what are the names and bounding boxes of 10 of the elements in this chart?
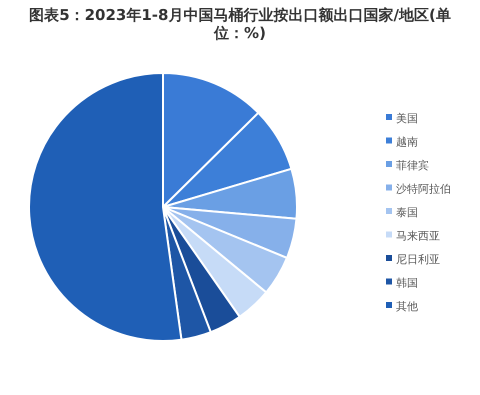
legend-label: 菲律宾 <box>396 159 429 172</box>
legend-label: 沙特阿拉伯 <box>396 182 451 196</box>
legend-label: 尼日利亚 <box>396 253 440 266</box>
legend-label: 韩国 <box>396 276 418 290</box>
legend-label: 美国 <box>396 112 418 125</box>
legend-label: 其他 <box>396 300 418 313</box>
legend-label: 马来西亚 <box>396 230 440 242</box>
legend-label: 泰国 <box>396 206 418 219</box>
chart-title: 图表5：2023年1-8月中国马桶行业按出口额出口国家/地区(单位：%) <box>28 6 452 42</box>
legend-label: 越南 <box>396 136 418 148</box>
